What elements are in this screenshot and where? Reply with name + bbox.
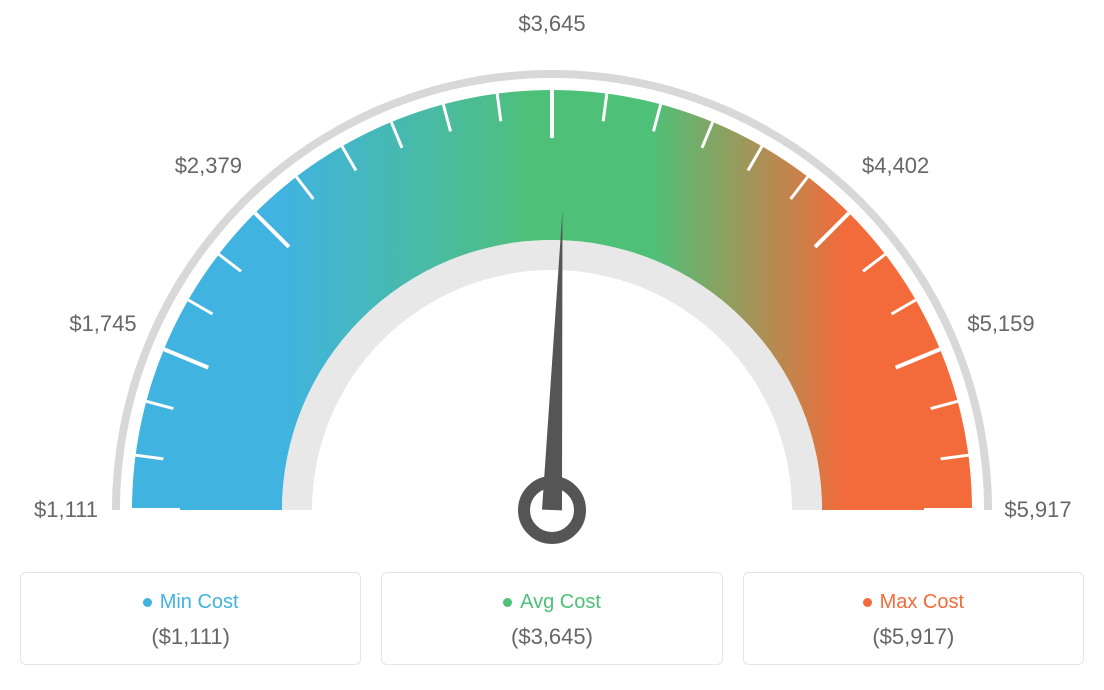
min-cost-title: Min Cost [143, 591, 239, 614]
avg-cost-title: Avg Cost [503, 591, 601, 614]
min-dot-icon [143, 598, 152, 607]
max-cost-card: Max Cost ($5,917) [743, 572, 1084, 665]
gauge-area: $1,111$1,745$2,379$3,645$4,402$5,159$5,9… [20, 20, 1084, 560]
gauge-tick-label: $1,745 [69, 311, 136, 337]
cost-gauge-chart: $1,111$1,745$2,379$3,645$4,402$5,159$5,9… [20, 20, 1084, 665]
avg-dot-icon [503, 598, 512, 607]
gauge-tick-label: $3,645 [518, 11, 585, 37]
max-dot-icon [863, 598, 872, 607]
max-cost-label: Max Cost [880, 591, 964, 614]
avg-cost-label: Avg Cost [520, 591, 601, 614]
gauge-tick-label: $4,402 [862, 153, 929, 179]
min-cost-label: Min Cost [160, 591, 239, 614]
gauge-svg [20, 20, 1084, 560]
avg-cost-value: ($3,645) [392, 624, 711, 650]
cost-cards-row: Min Cost ($1,111) Avg Cost ($3,645) Max … [20, 572, 1084, 665]
gauge-tick-label: $2,379 [175, 153, 242, 179]
min-cost-value: ($1,111) [31, 624, 350, 650]
max-cost-value: ($5,917) [754, 624, 1073, 650]
gauge-tick-label: $5,917 [1004, 497, 1071, 523]
gauge-tick-label: $1,111 [34, 497, 98, 523]
max-cost-title: Max Cost [863, 591, 964, 614]
min-cost-card: Min Cost ($1,111) [20, 572, 361, 665]
avg-cost-card: Avg Cost ($3,645) [381, 572, 722, 665]
gauge-tick-label: $5,159 [967, 311, 1034, 337]
